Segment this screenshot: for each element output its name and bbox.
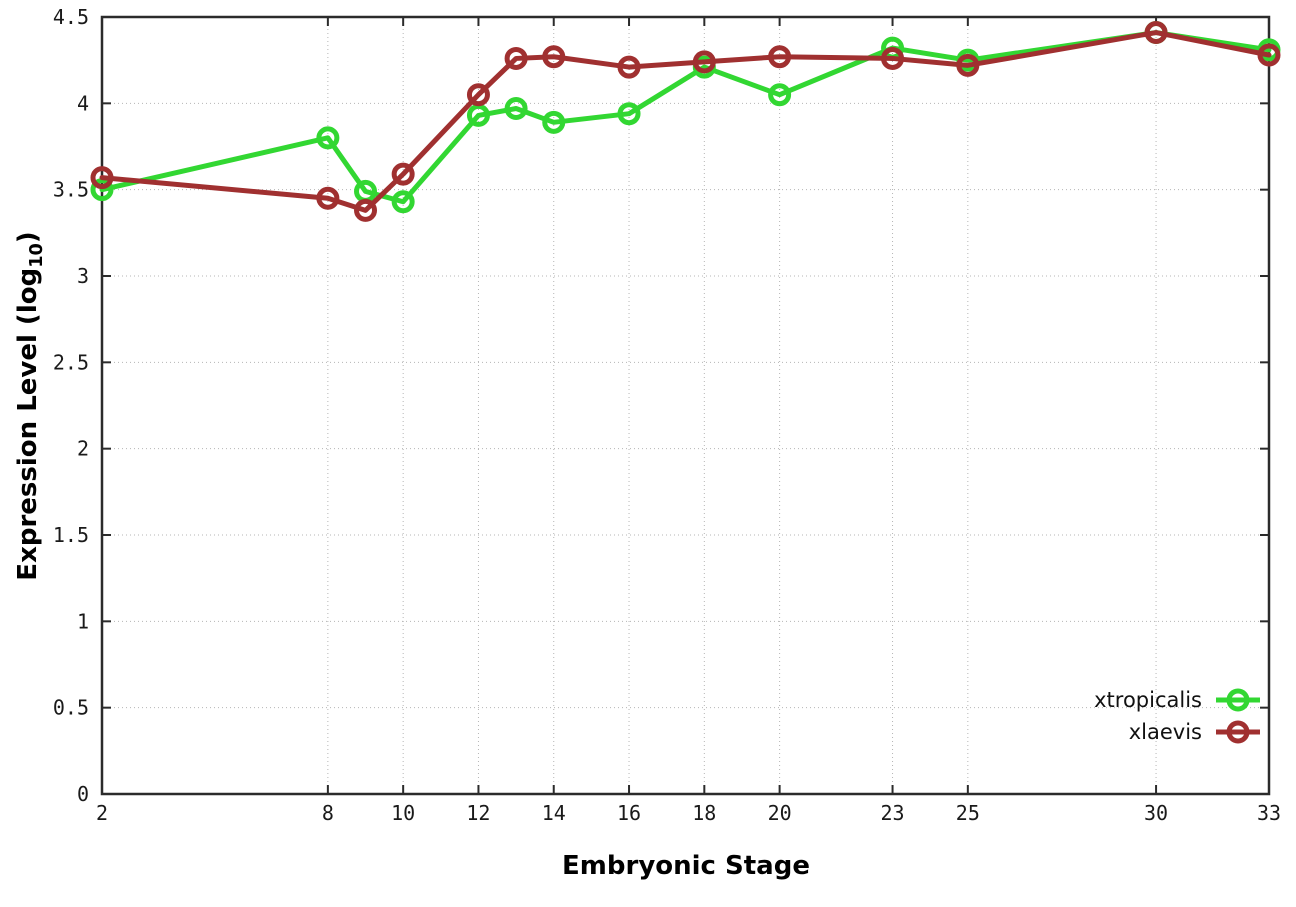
y-axis-title-subscript: 10 bbox=[27, 243, 48, 268]
legend-item-xlaevis: xlaevis bbox=[1129, 716, 1260, 748]
xtropicalis-point bbox=[391, 190, 415, 214]
x-tick-label: 20 bbox=[768, 801, 792, 825]
series-xlaevis bbox=[90, 21, 1281, 222]
x-tick-label: 10 bbox=[391, 801, 415, 825]
y-tick-label: 2 bbox=[77, 437, 89, 461]
x-tick-label: 18 bbox=[692, 801, 716, 825]
y-axis-title: Expression Level (log10) bbox=[13, 231, 47, 580]
x-tick-label: 2 bbox=[96, 801, 108, 825]
series-xtropicalis bbox=[90, 21, 1281, 214]
x-axis-title: Embryonic Stage bbox=[562, 851, 810, 881]
xlaevis-point bbox=[542, 45, 566, 69]
xlaevis-point bbox=[504, 46, 528, 70]
series-layer bbox=[90, 21, 1281, 222]
xlaevis-point bbox=[90, 166, 114, 190]
x-tick-label: 16 bbox=[617, 801, 641, 825]
x-tick-label: 12 bbox=[466, 801, 490, 825]
y-tick-label: 3 bbox=[77, 264, 89, 288]
xtropicalis-point bbox=[768, 83, 792, 107]
xlaevis-marker-icon bbox=[1216, 720, 1260, 744]
y-tick-label: 4.5 bbox=[53, 5, 89, 29]
xtropicalis-point bbox=[617, 102, 641, 126]
xtropicalis-marker-icon bbox=[1216, 688, 1260, 712]
axes-layer bbox=[100, 15, 1271, 796]
tick-labels: 2 8 10 12 14 16 18 20 23 25 30 33 0 0.5 1 1.5 2 2.5 3 3.5 4 4… bbox=[53, 5, 1281, 825]
x-tick-label: 25 bbox=[956, 801, 980, 825]
xtropicalis-point bbox=[542, 110, 566, 134]
x-tick-label: 14 bbox=[542, 801, 566, 825]
xtropicalis-line bbox=[99, 30, 1272, 205]
y-tick-label: 1.5 bbox=[53, 523, 89, 547]
xtropicalis-point bbox=[316, 126, 340, 150]
y-axis-title-text: Expression Level (log bbox=[12, 267, 43, 581]
xlaevis-point bbox=[1257, 43, 1281, 67]
xtropicalis-point bbox=[466, 103, 490, 127]
legend-item-xtropicalis: xtropicalis bbox=[1094, 684, 1260, 716]
grid-layer bbox=[101, 16, 1270, 795]
x-tick-label: 30 bbox=[1144, 801, 1168, 825]
x-tick-label: 23 bbox=[881, 801, 905, 825]
y-tick-label: 1 bbox=[77, 609, 89, 633]
xtropicalis-point bbox=[90, 178, 114, 202]
xlaevis-point bbox=[617, 55, 641, 79]
x-tick-label: 33 bbox=[1257, 801, 1281, 825]
xlaevis-point bbox=[391, 162, 415, 186]
xlaevis-point bbox=[956, 53, 980, 77]
y-tick-label: 0.5 bbox=[53, 696, 89, 720]
xlaevis-point bbox=[466, 83, 490, 107]
xlaevis-point bbox=[316, 186, 340, 210]
legend: xtropicalis xlaevis bbox=[1094, 684, 1260, 748]
xlaevis-line bbox=[99, 30, 1272, 213]
xtropicalis-point bbox=[504, 97, 528, 121]
y-axis-title-close: ) bbox=[12, 231, 43, 244]
xlaevis-point bbox=[354, 198, 378, 222]
x-tick-label: 8 bbox=[322, 801, 334, 825]
y-tick-label: 2.5 bbox=[53, 350, 89, 374]
legend-label-xlaevis: xlaevis bbox=[1128, 720, 1202, 744]
y-tick-label: 4 bbox=[77, 91, 89, 115]
y-tick-label: 0 bbox=[77, 782, 89, 806]
xlaevis-point bbox=[692, 50, 716, 74]
legend-label-xtropicalis: xtropicalis bbox=[1094, 688, 1202, 712]
xlaevis-point bbox=[768, 45, 792, 69]
xlaevis-point bbox=[1144, 21, 1168, 45]
xlaevis-point bbox=[881, 46, 905, 70]
y-tick-label: 3.5 bbox=[53, 178, 89, 202]
